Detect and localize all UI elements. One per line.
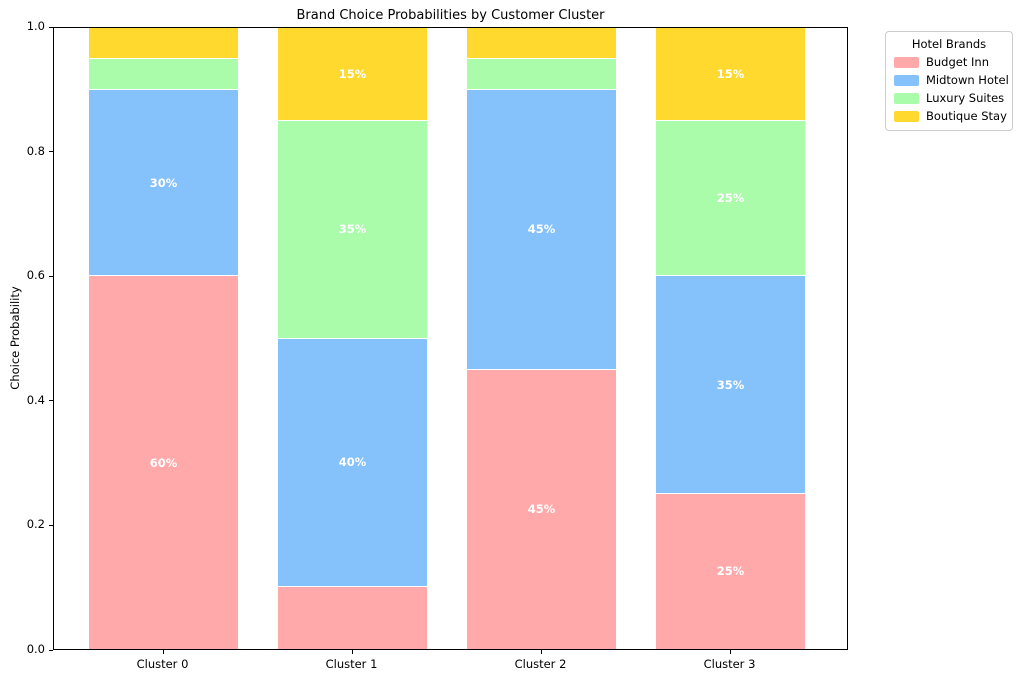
segment-value-label: 15% <box>338 67 367 82</box>
y-tick-mark <box>49 649 53 651</box>
x-tick-mark <box>351 650 353 654</box>
y-tick-label: 0.4 <box>26 392 45 407</box>
legend-label: Boutique Stay <box>926 109 1007 123</box>
stacked-bar-cluster-1: 40% 35% 15% <box>278 28 427 649</box>
y-tick-label: 0.6 <box>26 268 45 283</box>
y-tick-mark <box>49 275 53 277</box>
legend-label: Luxury Suites <box>926 91 1005 105</box>
bar-segment-luxury-suites: 35% <box>278 121 427 339</box>
y-tick-mark <box>49 524 53 526</box>
bar-segment-midtown-hotel: 45% <box>467 90 616 370</box>
y-tick-mark <box>49 26 53 28</box>
y-axis-label: Choice Probability <box>8 286 22 390</box>
segment-value-label: 35% <box>338 222 367 237</box>
y-tick-label: 0.8 <box>26 143 45 158</box>
legend-title: Hotel Brands <box>911 37 987 51</box>
bar-segment-boutique-stay: 15% <box>656 28 805 122</box>
x-tick-mark <box>729 650 731 654</box>
legend-entry-budget-inn: Budget Inn <box>894 55 1004 69</box>
bar-segment-luxury-suites <box>89 59 238 91</box>
chart-title: Brand Choice Probabilities by Customer C… <box>296 8 605 23</box>
bar-segment-budget-inn: 25% <box>656 493 805 649</box>
segment-value-label: 30% <box>149 175 178 190</box>
legend: Hotel Brands Budget Inn Midtown Hotel Luxu… <box>885 31 1013 131</box>
segment-value-label: 25% <box>716 191 745 206</box>
legend-entry-luxury-suites: Luxury Suites <box>894 91 1004 105</box>
bar-segment-boutique-stay <box>89 28 238 60</box>
legend-swatch-icon <box>894 110 919 122</box>
bar-segment-midtown-hotel: 30% <box>89 90 238 277</box>
legend-rows: Budget Inn Midtown Hotel Luxury Suites Bout… <box>894 55 1009 123</box>
segment-value-label: 45% <box>527 502 556 517</box>
legend-swatch-icon <box>894 56 919 68</box>
bar-segment-boutique-stay <box>467 28 616 60</box>
x-tick-mark <box>540 650 542 654</box>
segment-value-label: 15% <box>716 67 745 82</box>
x-tick-mark <box>162 650 164 654</box>
bar-segment-luxury-suites <box>467 59 616 91</box>
y-tick-label: 1.0 <box>26 19 45 33</box>
bar-segment-budget-inn: 60% <box>89 276 238 649</box>
x-tick-label-cluster-3: Cluster 3 <box>703 657 756 671</box>
bar-segment-budget-inn <box>278 586 427 649</box>
segment-value-label: 45% <box>527 222 556 237</box>
stacked-bar-cluster-0: 60% 30% <box>89 28 238 649</box>
legend-entry-boutique-stay: Boutique Stay <box>894 109 1007 123</box>
bar-segment-midtown-hotel: 40% <box>278 338 427 587</box>
y-tick-label: 0.0 <box>26 642 45 656</box>
bar-segment-boutique-stay: 15% <box>278 28 427 122</box>
x-tick-label-cluster-0: Cluster 0 <box>136 657 189 671</box>
plot-area: 60% 30% 40% 35% 15% 45% 45% 25% 35% 25% 15% <box>53 27 848 650</box>
legend-swatch-icon <box>894 74 919 86</box>
bar-segment-budget-inn: 45% <box>467 369 616 649</box>
x-tick-label-cluster-1: Cluster 1 <box>325 657 378 671</box>
segment-value-label: 25% <box>716 564 745 579</box>
legend-label: Budget Inn <box>926 55 989 69</box>
x-tick-label-cluster-2: Cluster 2 <box>514 657 567 671</box>
legend-swatch-icon <box>894 92 919 104</box>
bar-segment-luxury-suites: 25% <box>656 121 805 277</box>
legend-entry-midtown-hotel: Midtown Hotel <box>894 73 1009 87</box>
y-tick-mark <box>49 151 53 153</box>
segment-value-label: 40% <box>338 455 367 470</box>
segment-value-label: 60% <box>149 455 178 470</box>
bar-segment-midtown-hotel: 35% <box>656 276 805 494</box>
legend-label: Midtown Hotel <box>926 73 1009 87</box>
y-tick-label: 0.2 <box>26 517 45 532</box>
y-tick-mark <box>49 400 53 402</box>
stacked-bar-cluster-2: 45% 45% <box>467 28 616 649</box>
stacked-bar-cluster-3: 25% 35% 25% 15% <box>656 28 805 649</box>
segment-value-label: 35% <box>716 377 745 392</box>
